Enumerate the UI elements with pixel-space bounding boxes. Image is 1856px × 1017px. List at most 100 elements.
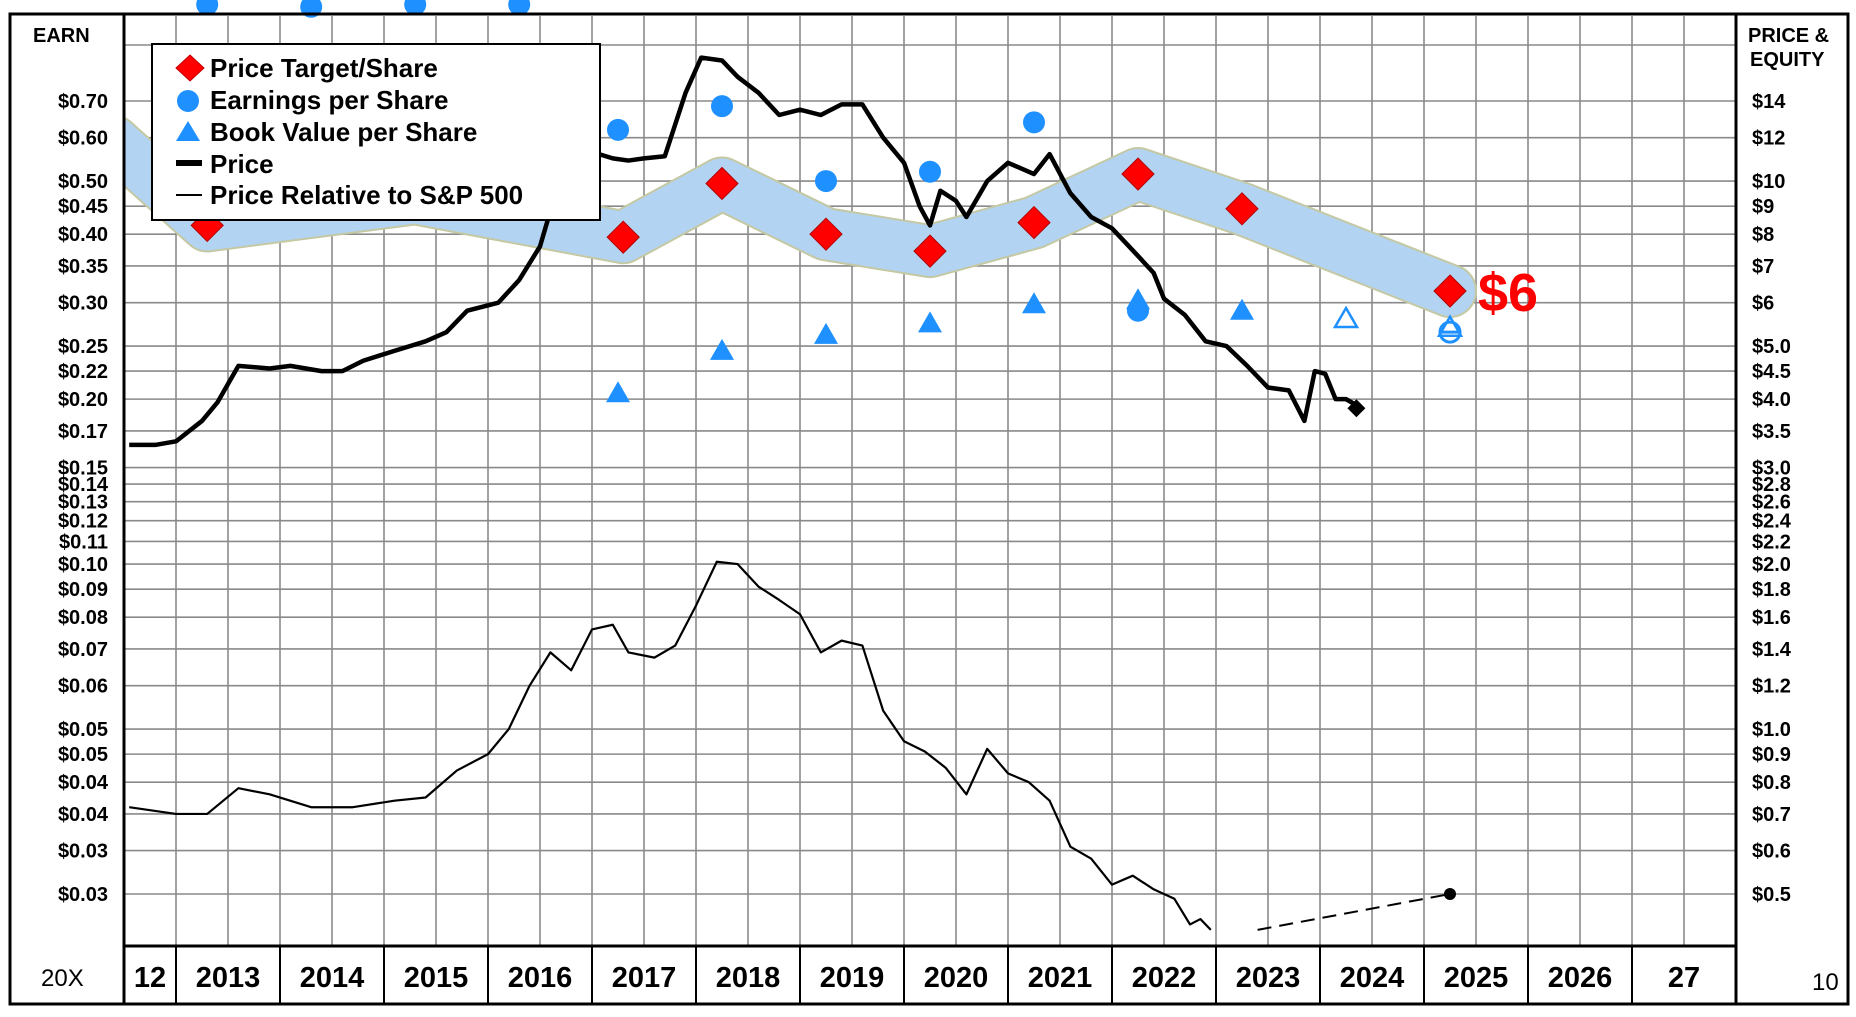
- book-value-point: [606, 381, 630, 403]
- price-last-marker: [1347, 399, 1366, 418]
- right-tick-label: $4.0: [1752, 389, 1791, 411]
- legend-thin-line-icon: [176, 194, 202, 196]
- right-tick-label: $6: [1752, 293, 1774, 315]
- price-relative-line: [129, 560, 1212, 931]
- right-tick-label: $14: [1752, 91, 1786, 113]
- book-value-point: [814, 322, 838, 344]
- legend-label-price: Price: [210, 149, 274, 179]
- axis-labels: 12 2013 2014 2015 2016 2017 2018 2019 2020 2021 20…: [58, 91, 1792, 1004]
- bottom-left-label: 20X: [41, 965, 84, 992]
- left-tick-label: $0.10: [58, 554, 108, 576]
- price-line: [129, 55, 1358, 448]
- right-tick-label: $2.6: [1752, 492, 1791, 514]
- right-tick-label: $1.0: [1752, 719, 1791, 741]
- left-tick-label: $0.13: [58, 492, 108, 514]
- right-tick-label: $1.8: [1752, 579, 1791, 601]
- book-value-point: [1022, 292, 1046, 314]
- eps-point: [919, 160, 941, 183]
- year-label: 12: [134, 962, 166, 994]
- left-tick-label: $0.08: [58, 607, 108, 629]
- year-label: 2025: [1444, 962, 1509, 994]
- right-axis-title-line1: PRICE &: [1748, 25, 1829, 47]
- legend-label-book-value: Book Value per Share: [210, 117, 477, 147]
- legend-circle-icon: [177, 90, 199, 112]
- left-tick-label: $0.22: [58, 361, 108, 383]
- right-tick-label: $4.5: [1752, 361, 1791, 383]
- year-label: 2016: [508, 962, 573, 994]
- price-target-label: $6: [1478, 263, 1538, 323]
- left-tick-label: $0.12: [58, 511, 108, 533]
- right-tick-label: $7: [1752, 256, 1774, 278]
- right-tick-label: $8: [1752, 224, 1774, 246]
- year-label: 2017: [612, 962, 677, 994]
- price-target-point: [1121, 157, 1155, 191]
- price-target-point: [913, 234, 947, 268]
- price-target-point: [1433, 274, 1467, 308]
- eps-point: [404, 0, 427, 16]
- left-tick-label: $0.11: [59, 531, 108, 553]
- right-tick-label: $10: [1752, 171, 1785, 193]
- year-label: 2022: [1132, 962, 1197, 994]
- right-tick-label: $3.0: [1752, 458, 1791, 480]
- series-layer: [129, 55, 1451, 931]
- left-tick-label: $0.09: [58, 579, 108, 601]
- book-value-estimate-point: [1332, 305, 1360, 329]
- year-label: 2026: [1548, 962, 1613, 994]
- right-tick-label: $0.6: [1752, 841, 1791, 863]
- price-target-point: [606, 220, 640, 254]
- left-tick-label: $0.14: [58, 474, 109, 496]
- left-tick-label: $0.45: [58, 196, 108, 218]
- legend-triangle-icon: [176, 121, 200, 141]
- left-tick-label: $0.35: [58, 256, 108, 278]
- legend-label-price-target: Price Target/Share: [210, 53, 438, 83]
- right-tick-label: $2.8: [1752, 474, 1791, 496]
- relative-projection-line: [1257, 893, 1451, 931]
- right-tick-label: $9: [1752, 196, 1774, 218]
- legend: Price Target/Share Earnings per Share Bo…: [151, 43, 601, 221]
- right-tick-label: $0.9: [1752, 744, 1791, 766]
- eps-point: [711, 95, 733, 118]
- year-label: 2014: [300, 962, 365, 994]
- eps-point: [815, 170, 837, 193]
- eps-point: [607, 118, 629, 141]
- year-label: 2018: [716, 962, 781, 994]
- left-axis-title: EARN: [33, 25, 90, 47]
- price-target-point: [705, 166, 739, 201]
- eps-point: [508, 0, 531, 16]
- left-tick-label: $0.05: [58, 744, 108, 766]
- left-tick-label: $0.04: [58, 772, 109, 794]
- left-tick-label: $0.15: [58, 458, 108, 480]
- left-tick-label: $0.03: [58, 841, 108, 863]
- book-value-point: [1126, 288, 1150, 310]
- left-tick-label: $0.25: [58, 336, 108, 358]
- legend-label-relative: Price Relative to S&P 500: [210, 180, 523, 210]
- right-tick-label: $1.4: [1752, 639, 1792, 661]
- legend-box: [151, 43, 601, 221]
- year-label: 2013: [196, 962, 261, 994]
- eps-point: [196, 0, 219, 16]
- right-axis-title-line2: EQUITY: [1750, 49, 1825, 71]
- year-label: 2020: [924, 962, 989, 994]
- left-tick-label: $0.06: [58, 676, 108, 698]
- right-tick-label: $3.5: [1752, 421, 1791, 443]
- eps-point: [1023, 111, 1045, 134]
- year-label: 2023: [1236, 962, 1301, 994]
- book-value-estimate-point: [1436, 314, 1464, 337]
- price-target-point: [809, 217, 843, 251]
- outer-frame: [8, 12, 1850, 1006]
- price-target-point: [1017, 205, 1051, 240]
- year-label: 2024: [1340, 962, 1405, 994]
- right-tick-label: $1.6: [1752, 607, 1791, 629]
- right-tick-label: $2.0: [1752, 554, 1791, 576]
- left-tick-label: $0.05: [58, 719, 108, 741]
- relative-projection-point: [1444, 888, 1456, 900]
- left-tick-label: $0.04: [58, 804, 109, 826]
- left-tick-label: $0.07: [58, 639, 108, 661]
- right-tick-label: $0.7: [1752, 804, 1791, 826]
- left-tick-label: $0.70: [58, 91, 108, 113]
- legend-diamond-icon: [175, 54, 205, 82]
- left-tick-label: $0.40: [58, 224, 108, 246]
- right-tick-label: $0.8: [1752, 772, 1791, 794]
- year-label: 2015: [404, 962, 469, 994]
